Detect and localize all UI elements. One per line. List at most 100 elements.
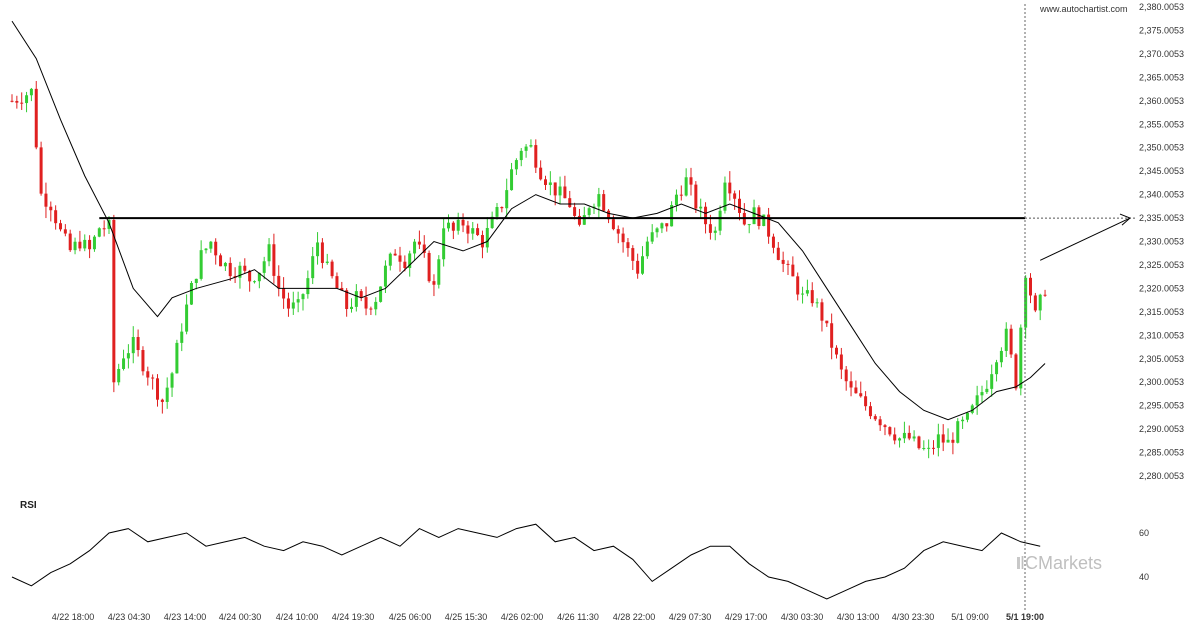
candle-body bbox=[844, 369, 848, 382]
candle-body bbox=[694, 184, 698, 209]
candle-body bbox=[514, 160, 518, 170]
candle-body bbox=[568, 198, 572, 208]
candle-body bbox=[194, 278, 198, 283]
candle-body bbox=[689, 177, 693, 185]
candle-body bbox=[999, 350, 1003, 363]
candle-body bbox=[291, 302, 295, 309]
candle-body bbox=[422, 244, 426, 253]
x-tick-label: 4/29 07:30 bbox=[669, 612, 712, 622]
candle-body bbox=[587, 208, 591, 216]
candle-body bbox=[815, 302, 819, 304]
x-tick-label: 4/25 15:30 bbox=[445, 612, 488, 622]
y-tick-label: 2,325.0053 bbox=[1139, 260, 1184, 270]
x-tick-label: 4/23 04:30 bbox=[108, 612, 151, 622]
candle-body bbox=[83, 239, 87, 249]
y-tick-label: 2,370.0053 bbox=[1139, 49, 1184, 59]
y-tick-label: 2,330.0053 bbox=[1139, 237, 1184, 247]
candle-body bbox=[257, 272, 261, 282]
candle-body bbox=[752, 207, 756, 225]
candle-body bbox=[340, 287, 344, 291]
candle-body bbox=[733, 193, 737, 199]
candle-body bbox=[73, 241, 77, 251]
candle-body bbox=[660, 223, 664, 229]
candle-body bbox=[970, 405, 974, 413]
candle-body bbox=[107, 219, 111, 229]
x-tick-label: 4/24 00:30 bbox=[219, 612, 262, 622]
candle-body bbox=[369, 308, 373, 310]
candle-body bbox=[616, 229, 620, 234]
candle-body bbox=[44, 193, 48, 207]
candle-body bbox=[1014, 354, 1018, 389]
candle-body bbox=[480, 235, 484, 248]
x-tick-label: 4/24 10:00 bbox=[276, 612, 319, 622]
candlestick-series bbox=[10, 80, 1047, 459]
candle-body bbox=[519, 150, 523, 161]
candle-body bbox=[165, 387, 169, 402]
candle-body bbox=[102, 228, 106, 230]
candle-body bbox=[170, 373, 174, 388]
candle-body bbox=[718, 210, 722, 231]
candle-body bbox=[975, 395, 979, 406]
x-tick-label: 4/30 23:30 bbox=[892, 612, 935, 622]
candle-body bbox=[548, 182, 552, 185]
y-tick-label: 2,285.0053 bbox=[1139, 448, 1184, 458]
candle-body bbox=[738, 198, 741, 213]
candle-body bbox=[374, 301, 378, 310]
candle-body bbox=[941, 434, 945, 443]
candle-body bbox=[1043, 294, 1047, 296]
candle-body bbox=[126, 353, 130, 359]
projection-arrow bbox=[1039, 213, 1131, 261]
x-tick-label: 4/22 18:00 bbox=[52, 612, 95, 622]
candle-body bbox=[330, 261, 334, 277]
candle-body bbox=[156, 378, 159, 400]
candle-body bbox=[141, 350, 145, 372]
candle-body bbox=[122, 358, 126, 369]
y-tick-label: 2,350.0053 bbox=[1139, 143, 1184, 153]
candle-body bbox=[708, 224, 712, 233]
candle-body bbox=[427, 252, 431, 282]
candle-body bbox=[781, 259, 785, 264]
candle-body bbox=[500, 207, 504, 209]
candle-body bbox=[442, 228, 446, 260]
candle-body bbox=[699, 206, 703, 209]
candle-body bbox=[505, 190, 509, 209]
candle-body bbox=[771, 236, 775, 248]
x-tick-label: 4/30 13:00 bbox=[837, 612, 880, 622]
candle-body bbox=[922, 447, 926, 449]
brand-label: ICMarkets bbox=[1020, 553, 1102, 573]
candle-body bbox=[1033, 295, 1037, 311]
candle-body bbox=[917, 436, 921, 449]
moving-average-path bbox=[11, 20, 1046, 421]
candle-body bbox=[88, 239, 92, 250]
y-tick-label: 2,290.0053 bbox=[1139, 424, 1184, 434]
candle-body bbox=[873, 416, 877, 420]
candle-body bbox=[864, 396, 868, 407]
y-tick-label: 2,380.0053 bbox=[1139, 2, 1184, 12]
candle-body bbox=[611, 219, 615, 230]
candle-body bbox=[413, 241, 417, 254]
candle-body bbox=[451, 222, 455, 231]
candle-body bbox=[277, 275, 281, 289]
candle-body bbox=[248, 270, 252, 282]
candle-body bbox=[306, 278, 310, 295]
candle-body bbox=[117, 368, 121, 383]
candle-body bbox=[839, 354, 843, 370]
candle-body bbox=[932, 447, 935, 449]
y-tick-label: 2,340.0053 bbox=[1139, 190, 1184, 200]
candle-body bbox=[670, 205, 674, 227]
y-tick-label: 2,345.0053 bbox=[1139, 166, 1184, 176]
candle-body bbox=[59, 223, 62, 230]
candle-body bbox=[34, 88, 38, 148]
candle-body bbox=[1029, 277, 1032, 296]
candle-body bbox=[951, 439, 955, 443]
rsi-tick-label: 60 bbox=[1139, 528, 1149, 538]
y-tick-label: 2,335.0053 bbox=[1139, 213, 1184, 223]
candle-body bbox=[684, 177, 688, 196]
y-tick-label: 2,315.0053 bbox=[1139, 307, 1184, 317]
candle-body bbox=[131, 337, 135, 354]
candle-body bbox=[965, 412, 969, 420]
candle-body bbox=[151, 377, 155, 379]
y-tick-label: 2,300.0053 bbox=[1139, 377, 1184, 387]
candle-body bbox=[20, 102, 24, 104]
candle-body bbox=[253, 281, 256, 283]
